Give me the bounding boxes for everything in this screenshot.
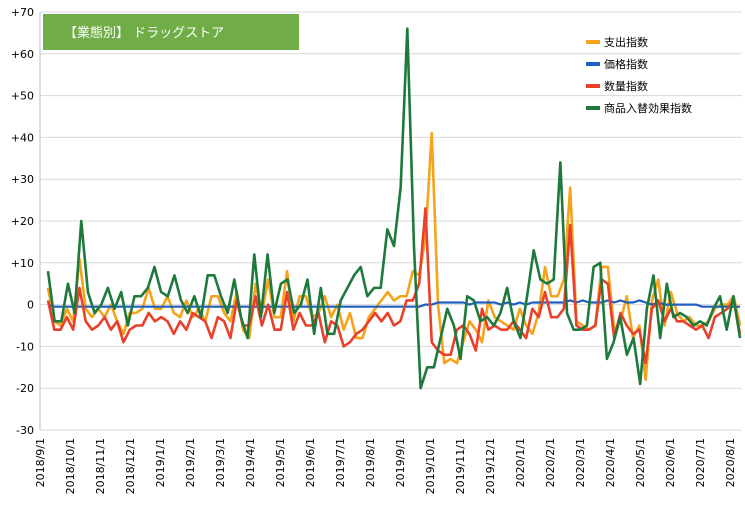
series-line-2 <box>46 207 742 365</box>
y-tick-label: +60 <box>11 48 34 61</box>
chart-title: 【業態別】 ドラッグストア <box>64 25 224 41</box>
x-tick-label: 2018/9/1 <box>34 438 47 487</box>
legend-label: 支出指数 <box>604 35 648 49</box>
x-tick-label: 2020/2/1 <box>544 438 557 487</box>
series-line-1 <box>47 299 740 308</box>
x-tick-label: 2019/1/1 <box>154 438 167 487</box>
x-tick-label: 2020/7/1 <box>694 438 707 487</box>
x-tick-label: 2018/12/1 <box>124 438 137 494</box>
series-lines <box>46 27 742 390</box>
x-tick-label: 2018/10/1 <box>64 438 77 494</box>
x-tick-label: 2020/3/1 <box>574 438 587 487</box>
y-tick-label: +40 <box>11 131 34 144</box>
x-tick-label: 2019/9/1 <box>394 438 407 487</box>
y-tick-label: +30 <box>11 173 34 186</box>
x-tick-label: 2020/1/1 <box>514 438 527 487</box>
y-tick-label: +10 <box>11 257 34 270</box>
y-tick-label: -30 <box>16 424 34 437</box>
legend-label: 数量指数 <box>604 79 648 93</box>
x-tick-label: 2019/4/1 <box>244 438 257 487</box>
x-tick-label: 2019/3/1 <box>214 438 227 487</box>
series-line-3 <box>46 27 742 390</box>
y-tick-label: 0 <box>27 299 34 312</box>
y-tick-label: +70 <box>11 6 34 19</box>
x-tick-label: 2019/10/1 <box>424 438 437 494</box>
legend-label: 商品入替効果指数 <box>604 101 692 115</box>
x-tick-label: 2020/4/1 <box>604 438 617 487</box>
y-tick-label: +20 <box>11 215 34 228</box>
series-line-0 <box>46 131 742 382</box>
legend-label: 価格指数 <box>604 57 648 71</box>
x-axis-ticks: 2018/9/1 2018/10/1 2018/11/1 2018/12/1 2019/… <box>34 438 737 494</box>
y-tick-label: +50 <box>11 90 34 103</box>
x-tick-label: 2020/5/1 <box>634 438 647 487</box>
x-tick-label: 2019/12/1 <box>484 438 497 494</box>
y-tick-label: -20 <box>16 382 34 395</box>
grid-lines <box>39 11 742 431</box>
y-axis-ticks: +70 +60 +50 +40 +30 +20 +10 0 -10 -20 -30 <box>11 6 34 437</box>
x-tick-label: 2019/11/1 <box>454 438 467 494</box>
x-tick-label: 2019/2/1 <box>184 438 197 487</box>
x-tick-label: 2019/8/1 <box>364 438 377 487</box>
y-tick-label: -10 <box>16 340 34 353</box>
x-tick-label: 2019/7/1 <box>334 438 347 487</box>
x-tick-label: 2019/6/1 <box>304 438 317 487</box>
x-tick-label: 2020/8/1 <box>724 438 737 487</box>
chart-title-box: 【業態別】 ドラッグストア <box>43 14 299 50</box>
x-tick-label: 2020/6/1 <box>664 438 677 487</box>
x-tick-label: 2018/11/1 <box>94 438 107 494</box>
x-tick-label: 2019/5/1 <box>274 438 287 487</box>
